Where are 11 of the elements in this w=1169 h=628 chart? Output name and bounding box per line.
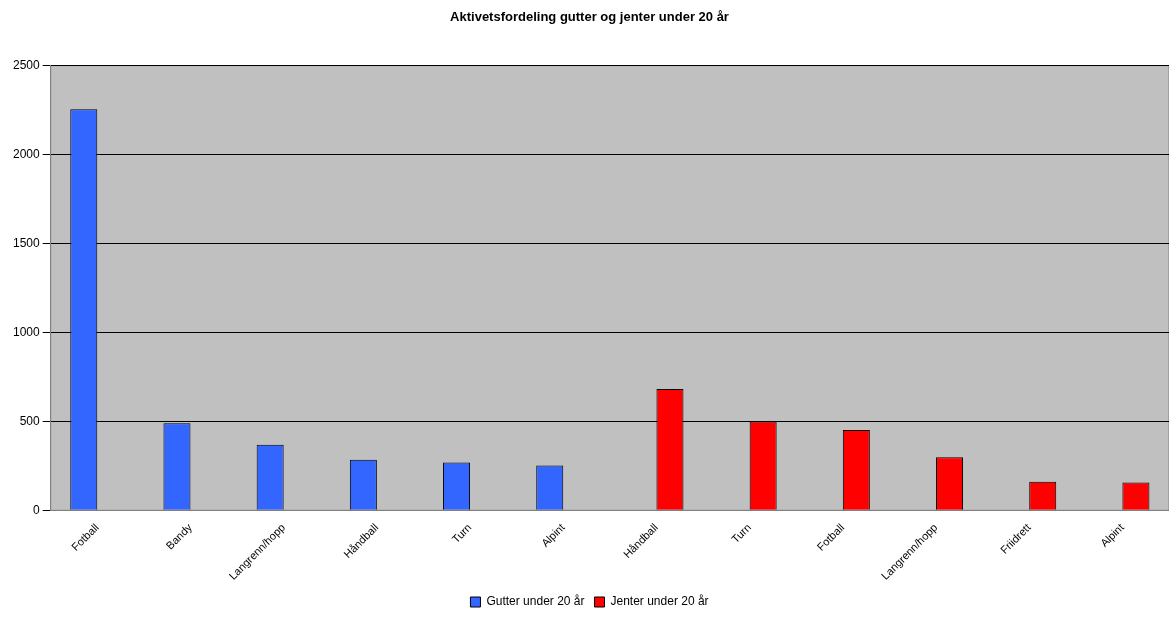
y-tick-label: 1500 bbox=[12, 235, 41, 250]
x-tick-label: Turn bbox=[729, 521, 754, 546]
y-tick-label: 2500 bbox=[12, 57, 41, 72]
y-tick-label: 2000 bbox=[12, 146, 41, 161]
y-tick-label: 0 bbox=[33, 502, 41, 517]
legend-label: Gutter under 20 år bbox=[486, 594, 585, 609]
x-tick-label: Turn bbox=[449, 521, 474, 546]
y-tick-label: 1000 bbox=[12, 324, 41, 339]
y-tick-label: 500 bbox=[19, 413, 41, 428]
legend-label: Jenter under 20 år bbox=[610, 594, 709, 609]
chart-title: Aktivetsfordeling gutter og jenter under 20 år bbox=[450, 9, 729, 25]
